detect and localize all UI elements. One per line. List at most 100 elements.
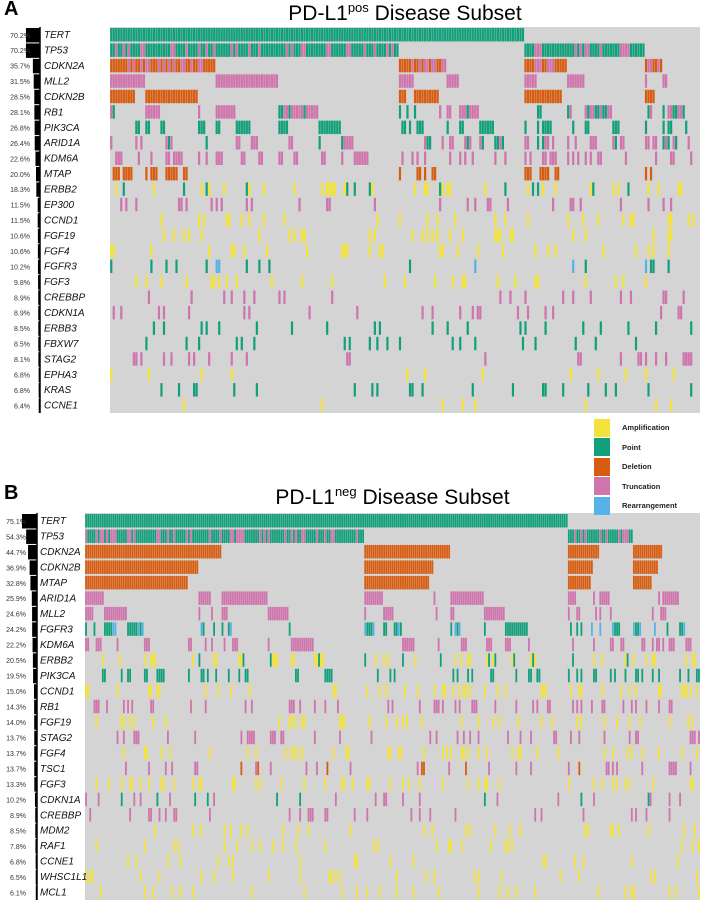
cell-arid1a — [258, 136, 261, 150]
cell-fgf4-amplification — [368, 244, 371, 258]
cell-pik3ca-point — [235, 120, 238, 135]
cell-erbb2-amplification — [589, 182, 592, 196]
cell-fgf4 — [544, 244, 547, 258]
cell-rb1 — [687, 105, 690, 119]
cell-cdkn1a — [584, 305, 587, 320]
cell-fgf4 — [672, 244, 675, 258]
cell-ep300 — [147, 197, 151, 212]
cell-mtap — [378, 166, 381, 181]
cell-tp53 — [401, 43, 404, 57]
cell-cdkn2a — [459, 58, 462, 73]
cell-crebbp — [371, 290, 374, 304]
cell-fgf4 — [318, 244, 321, 258]
cell-fgf4 — [687, 244, 690, 258]
cell-rb1-point — [536, 105, 540, 119]
cell-mtap — [396, 166, 399, 181]
cell-rb1 — [393, 105, 397, 119]
cell-ep300 — [200, 197, 203, 212]
cell-mll2-truncation — [582, 74, 585, 88]
cell-fbxw7 — [434, 336, 437, 351]
cell-fgf19 — [361, 228, 364, 243]
cell-ep300 — [436, 197, 439, 212]
cell-tp53-point — [554, 43, 557, 57]
cell-fgf19 — [321, 228, 324, 243]
cell-cdkn2a-deletion — [210, 58, 213, 73]
cell-mtap — [278, 166, 281, 181]
cell-erbb3 — [311, 321, 314, 335]
cell-cdkn2b-deletion — [649, 89, 653, 104]
cell-fgf3 — [672, 275, 675, 289]
cell-erbb3 — [228, 321, 231, 335]
cell-fgf4-amplification — [667, 244, 670, 258]
cell-mll2-truncation — [572, 74, 575, 88]
cell-crebbp-truncation — [629, 290, 633, 304]
cell-erbb3 — [662, 321, 665, 335]
cell-rb1 — [516, 105, 520, 119]
cell-mtap — [250, 166, 253, 181]
cell-kdm6a — [539, 151, 542, 165]
cell-cdkn1a — [295, 305, 299, 320]
cell-cdkn1a — [509, 305, 512, 320]
cell-fgfr3 — [243, 259, 246, 274]
cell-mtap — [426, 166, 429, 181]
cell-mll2-truncation — [240, 74, 243, 88]
cell-rb1 — [331, 105, 334, 119]
cell-cdkn1a — [434, 305, 437, 320]
cell-fgfr3 — [117, 259, 120, 274]
cell-arid1a — [680, 136, 683, 150]
cell-erbb3 — [411, 321, 414, 335]
cell-erbb2 — [572, 182, 575, 196]
cell-erbb3-point — [690, 321, 693, 335]
cell-fbxw7 — [308, 336, 311, 351]
cell-erbb3 — [680, 321, 683, 335]
cell-cdkn2a-deletion — [213, 58, 216, 73]
cell-fbxw7 — [496, 336, 499, 351]
cell-erbb3 — [624, 321, 628, 335]
cell-cdkn2b — [441, 89, 444, 104]
cell-tp53-point — [378, 43, 381, 57]
cell-ep300 — [157, 197, 161, 212]
cell-cdkn2a — [280, 58, 284, 73]
cell-tert-point — [253, 28, 256, 42]
cell-mtap — [110, 166, 113, 181]
cell-fgf3 — [220, 275, 223, 289]
cell-fgf4 — [198, 244, 201, 258]
cell-fgf19 — [657, 228, 660, 243]
cell-kdm6a-truncation — [363, 151, 366, 165]
cell-erbb2 — [278, 182, 281, 196]
cell-fgf19 — [547, 228, 550, 243]
cell-fgf19 — [273, 228, 276, 243]
cell-rb1 — [245, 105, 248, 119]
cell-erbb2 — [672, 182, 675, 196]
cell-cdkn1a-truncation — [552, 305, 555, 320]
cell-mll2 — [516, 74, 520, 88]
cell-mll2 — [459, 74, 462, 88]
cell-mll2 — [617, 74, 620, 88]
cell-pik3ca — [654, 120, 658, 135]
cell-cdkn1a — [494, 305, 497, 320]
cell-crebbp — [348, 290, 351, 304]
cell-mll2 — [494, 74, 497, 88]
cell-erbb2 — [142, 182, 145, 196]
cell-cdkn1a — [170, 305, 173, 320]
cell-cdkn2a — [672, 58, 675, 73]
cell-erbb3-point — [431, 321, 434, 335]
cell-rb1 — [275, 105, 279, 119]
cell-fgf3 — [469, 275, 472, 289]
cell-mtap-deletion — [524, 166, 527, 181]
cell-arid1a-truncation — [622, 136, 625, 150]
cell-cdkn2a-deletion — [398, 58, 402, 73]
cell-fgf4 — [469, 244, 472, 258]
cell-crebbp — [574, 290, 577, 304]
cell-ccnd1 — [604, 213, 607, 227]
cell-fgf19 — [562, 228, 565, 243]
cell-fgfr3 — [434, 259, 437, 274]
cell-crebbp — [155, 290, 158, 304]
cell-pik3ca-point — [283, 120, 286, 135]
cell-crebbp — [476, 290, 479, 304]
cell-pik3ca-point — [418, 120, 422, 135]
cell-arid1a — [180, 136, 183, 150]
cell-arid1a — [398, 136, 402, 150]
cell-mll2-truncation — [245, 74, 248, 88]
cell-fgfr3 — [499, 259, 502, 274]
